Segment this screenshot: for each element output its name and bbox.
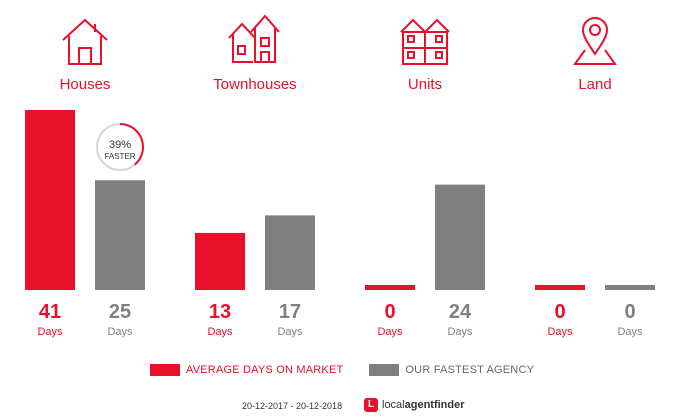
bar-houses-agency [95,180,145,290]
footer: 20-12-2017 - 20-12-2018 L localagentfind… [0,398,700,416]
unit-label: Days [207,326,233,338]
category-label: Units [407,76,443,93]
badge-text: FASTER [104,152,135,161]
bar-land-average [535,285,585,290]
bar-townhouses-average [195,232,245,290]
unit-label: Days [447,326,473,338]
townhouse-icon [228,14,280,63]
unit-label: Days [107,326,133,338]
category-units: Units [355,12,495,93]
bar-chart: 41 Days 25 Days 13 Days 17 Days 0 Days 24 Days 0 Days… [25,110,655,338]
bar-houses-average [25,110,75,290]
badge-arc [119,123,144,166]
value-label: 0 [384,301,395,323]
legend-label-average: AVERAGE DAYS ON MARKET [186,364,344,376]
bar-units-agency [435,184,485,290]
brand-text: localagentfinder [382,399,465,411]
bar-townhouses-agency [265,215,315,290]
bar-land-agency [605,285,655,290]
value-label: 24 [449,301,472,323]
unit-label: Days [617,326,643,338]
value-label: 0 [554,301,565,323]
badge-percent: 39% [109,139,131,151]
legend-label-agency: OUR FASTEST AGENCY [405,364,535,376]
unit-label: Days [547,326,573,338]
unit-label: Days [277,326,303,338]
legend-swatch-agency [369,364,400,376]
category-houses: Houses [15,12,155,93]
category-label: Land [578,76,612,93]
unit-label: Days [377,326,403,338]
brand-prefix: local [382,399,405,411]
value-label: 41 [39,301,61,323]
value-label: 17 [279,301,301,323]
value-label: 13 [209,301,231,323]
unit-label: Days [37,326,63,338]
value-label: 0 [624,301,635,323]
legend: AVERAGE DAYS ON MARKET OUR FASTEST AGENC… [150,362,534,378]
date-range: 20-12-2017 - 20-12-2018 [242,401,343,411]
bar-units-average [365,285,415,290]
brand-mark-icon: L [364,398,378,412]
category-label: Townhouses [213,76,297,93]
brand-logo: L localagentfinder [364,398,465,412]
value-label: 25 [109,301,131,323]
category-land: Land [525,12,665,93]
legend-swatch-average [150,364,180,376]
house-icon [62,18,108,65]
units-icon [400,18,450,65]
land-pin-icon [573,17,617,65]
category-townhouses: Townhouses [185,12,325,93]
brand-suffix: agentfinder [404,399,465,411]
category-label: Houses [59,76,111,93]
